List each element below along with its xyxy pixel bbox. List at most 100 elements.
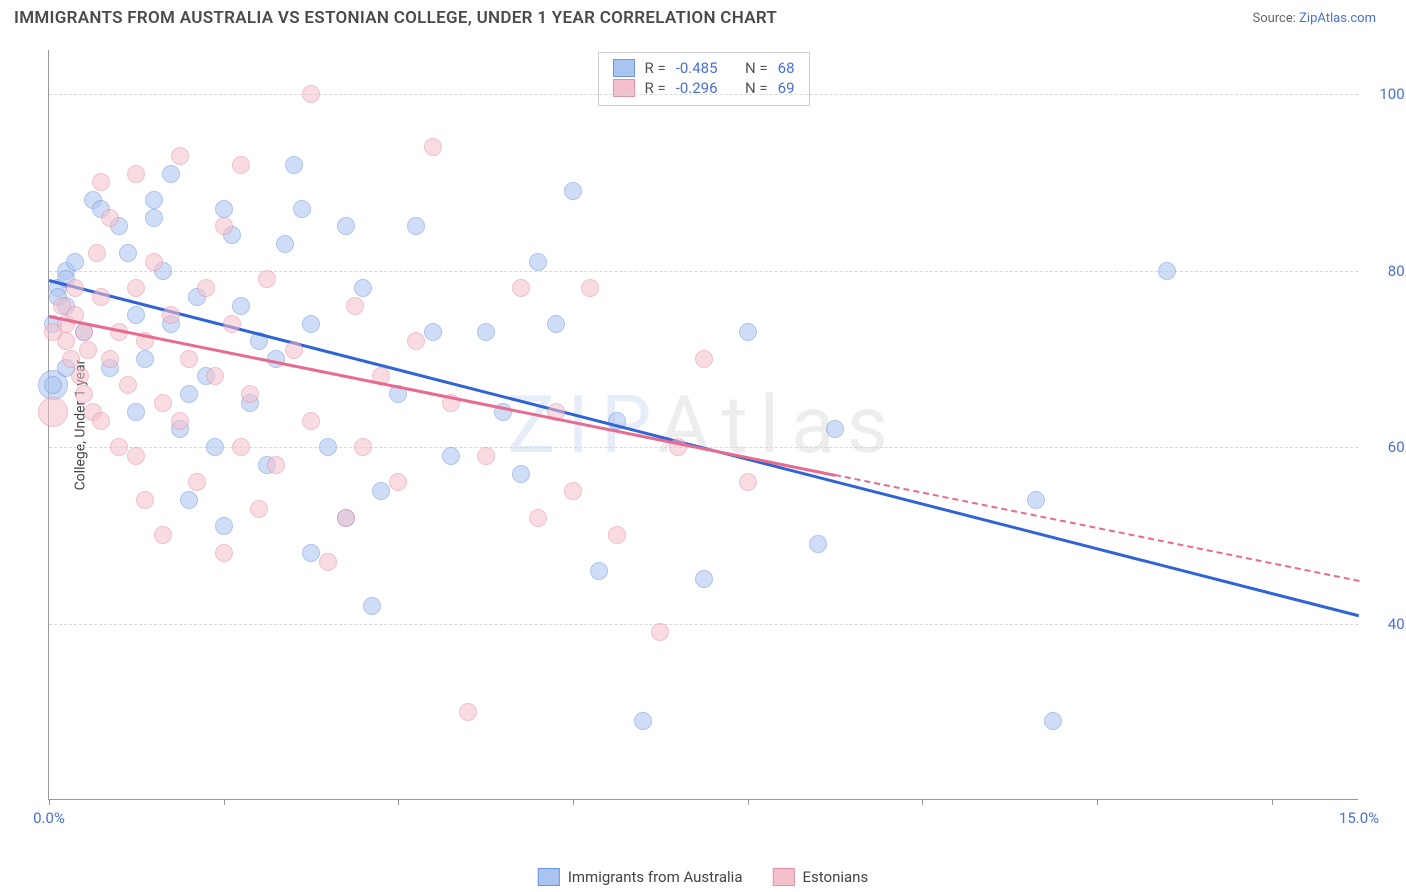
scatter-point: [188, 473, 206, 491]
scatter-point: [241, 385, 259, 403]
scatter-point: [302, 315, 320, 333]
scatter-point: [1158, 262, 1176, 280]
x-tick: [224, 799, 225, 805]
x-tick-label: 0.0%: [33, 809, 65, 827]
scatter-point: [424, 323, 442, 341]
source-link[interactable]: ZipAtlas.com: [1299, 11, 1376, 26]
scatter-point: [232, 438, 250, 456]
scatter-point: [119, 244, 137, 262]
scatter-point: [38, 397, 68, 427]
legend-item-1: Estonians: [772, 868, 868, 886]
scatter-point: [162, 306, 180, 324]
scatter-point: [293, 200, 311, 218]
scatter-point: [145, 209, 163, 227]
scatter-point: [44, 323, 62, 341]
scatter-point: [302, 412, 320, 430]
scatter-point: [459, 703, 477, 721]
scatter-point: [92, 173, 110, 191]
chart-title: IMMIGRANTS FROM AUSTRALIA VS ESTONIAN CO…: [14, 8, 777, 28]
r-value-0: -0.485: [676, 59, 718, 77]
scatter-point: [695, 570, 713, 588]
scatter-point: [477, 447, 495, 465]
gridline: [49, 94, 1358, 95]
scatter-point: [75, 385, 93, 403]
scatter-point: [547, 315, 565, 333]
scatter-point: [407, 332, 425, 350]
scatter-point: [354, 438, 372, 456]
scatter-point: [62, 350, 80, 368]
y-tick-label: 80.0%: [1388, 262, 1406, 280]
scatter-point: [319, 438, 337, 456]
gridline: [49, 624, 1358, 625]
scatter-point: [127, 403, 145, 421]
scatter-point: [407, 217, 425, 235]
scatter-point: [71, 367, 89, 385]
scatter-point: [354, 279, 372, 297]
y-tick-label: 60.0%: [1388, 438, 1406, 456]
scatter-point: [608, 526, 626, 544]
legend-label-1: Estonians: [802, 868, 868, 886]
scatter-point: [145, 253, 163, 271]
legend-item-0: Immigrants from Australia: [538, 868, 743, 886]
scatter-point: [92, 412, 110, 430]
legend-bottom: Immigrants from Australia Estonians: [538, 868, 868, 886]
source-credit: Source: ZipAtlas.com: [1252, 11, 1376, 26]
scatter-point: [285, 156, 303, 174]
scatter-point: [136, 350, 154, 368]
scatter-point: [581, 279, 599, 297]
scatter-point: [564, 182, 582, 200]
scatter-point: [110, 438, 128, 456]
y-tick-label: 40.0%: [1388, 615, 1406, 633]
scatter-point: [1044, 712, 1062, 730]
scatter-point: [145, 191, 163, 209]
scatter-point: [372, 482, 390, 500]
scatter-point: [337, 217, 355, 235]
stats-row-series-0: R = -0.485 N = 68: [612, 59, 794, 77]
scatter-point: [197, 279, 215, 297]
scatter-point: [302, 544, 320, 562]
scatter-point: [651, 623, 669, 641]
scatter-point: [101, 350, 119, 368]
scatter-point: [162, 165, 180, 183]
scatter-point: [424, 138, 442, 156]
scatter-point: [529, 253, 547, 271]
scatter-point: [267, 456, 285, 474]
scatter-point: [250, 500, 268, 518]
scatter-point: [512, 279, 530, 297]
scatter-point: [739, 473, 757, 491]
scatter-point: [232, 297, 250, 315]
r-label: R =: [644, 59, 665, 77]
x-tick: [1272, 799, 1273, 805]
scatter-point: [44, 376, 62, 394]
scatter-point: [171, 147, 189, 165]
scatter-point: [276, 235, 294, 253]
scatter-point: [477, 323, 495, 341]
x-tick: [922, 799, 923, 805]
scatter-point: [79, 341, 97, 359]
scatter-point: [590, 562, 608, 580]
legend-swatch-1: [772, 868, 794, 886]
scatter-point: [564, 482, 582, 500]
chart-header: IMMIGRANTS FROM AUSTRALIA VS ESTONIAN CO…: [0, 0, 1406, 32]
scatter-point: [826, 420, 844, 438]
scatter-point: [215, 544, 233, 562]
n-label: N =: [745, 59, 768, 77]
n-value-0: 68: [778, 59, 795, 77]
scatter-point: [215, 200, 233, 218]
scatter-point: [66, 253, 84, 271]
scatter-point: [442, 447, 460, 465]
scatter-point: [634, 712, 652, 730]
scatter-point: [171, 412, 189, 430]
legend-label-0: Immigrants from Australia: [568, 868, 743, 886]
scatter-point: [389, 473, 407, 491]
legend-swatch-0: [538, 868, 560, 886]
scatter-point: [739, 323, 757, 341]
scatter-point: [512, 465, 530, 483]
scatter-point: [285, 341, 303, 359]
scatter-point: [223, 315, 241, 333]
stats-legend-box: R = -0.485 N = 68 R = -0.296 N = 69: [597, 52, 809, 106]
scatter-point: [809, 535, 827, 553]
scatter-point: [206, 438, 224, 456]
scatter-point: [154, 394, 172, 412]
trend-line: [835, 474, 1359, 582]
